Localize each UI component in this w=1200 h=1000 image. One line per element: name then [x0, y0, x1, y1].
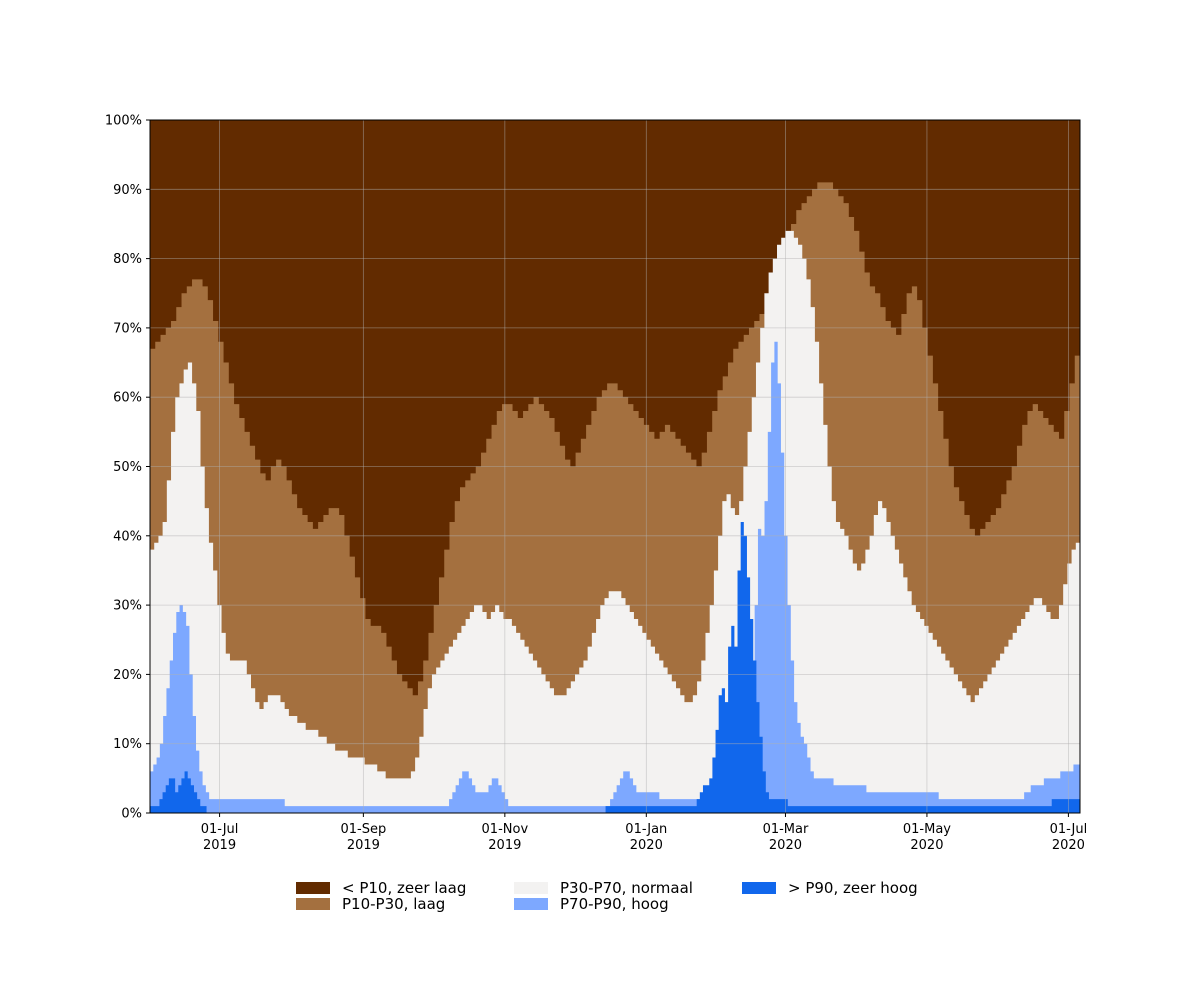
area-p30-p70-normaal	[150, 230, 1080, 813]
y-tick-label: 50%	[113, 460, 142, 475]
legend-label: > P90, zeer hoog	[788, 879, 918, 897]
x-tick-year-label: 2019	[488, 838, 521, 853]
y-tick-label: 20%	[113, 668, 142, 683]
legend-label: < P10, zeer laag	[342, 879, 467, 897]
x-tick-label: 01-Sep	[340, 822, 386, 837]
x-tick-label: 01-Jul	[1050, 822, 1088, 837]
legend-swatch	[514, 882, 548, 894]
x-axis: 01-Jul201901-Sep201901-Nov201901-Jan2020…	[201, 813, 1087, 853]
x-tick-year-label: 2019	[347, 838, 380, 853]
legend-swatch	[296, 898, 330, 910]
legend: < P10, zeer laag P10-P30, laag P30-P70, …	[296, 879, 996, 914]
x-tick-label: 01-Jul	[201, 822, 239, 837]
y-tick-label: 100%	[105, 114, 142, 129]
legend-swatch	[514, 898, 548, 910]
legend-label: P10-P30, laag	[342, 895, 446, 913]
legend-item-zeer-laag: < P10, zeer laag	[296, 879, 467, 897]
y-tick-label: 70%	[113, 321, 142, 336]
legend-label: P70-P90, hoog	[560, 895, 669, 913]
legend-label: P30-P70, normaal	[560, 879, 693, 897]
y-tick-label: 10%	[113, 737, 142, 752]
legend-item-zeer-hoog: > P90, zeer hoog	[742, 879, 918, 897]
y-tick-label: 90%	[113, 183, 142, 198]
y-tick-label: 0%	[121, 807, 142, 822]
x-tick-year-label: 2020	[910, 838, 943, 853]
legend-swatch	[296, 882, 330, 894]
y-tick-label: 60%	[113, 391, 142, 406]
y-axis: 0% 10% 20% 30% 40% 50% 60% 70% 80% 90% 100%	[105, 114, 150, 822]
y-tick-label: 40%	[113, 529, 142, 544]
x-tick-year-label: 2020	[769, 838, 802, 853]
x-tick-year-label: 2020	[1052, 838, 1085, 853]
legend-item-normaal: P30-P70, normaal	[514, 879, 693, 897]
x-tick-label: 01-Mar	[763, 822, 809, 837]
legend-item-hoog: P70-P90, hoog	[514, 895, 669, 913]
x-tick-label: 01-Jan	[625, 822, 667, 837]
x-tick-label: 01-Nov	[482, 822, 529, 837]
legend-item-laag: P10-P30, laag	[296, 895, 446, 913]
x-tick-year-label: 2020	[630, 838, 663, 853]
y-tick-label: 30%	[113, 599, 142, 614]
legend-swatch	[742, 882, 776, 894]
y-tick-label: 80%	[113, 252, 142, 267]
x-tick-label: 01-May	[903, 822, 951, 837]
x-tick-year-label: 2019	[203, 838, 236, 853]
